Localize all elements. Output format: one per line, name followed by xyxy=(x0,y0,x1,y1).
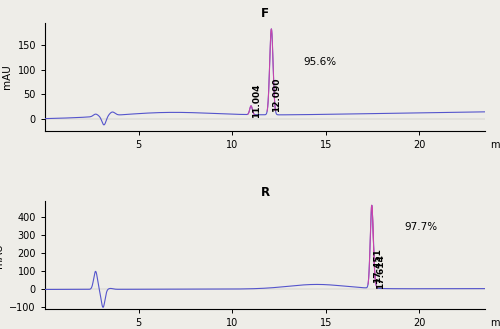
Text: min: min xyxy=(490,140,500,150)
Text: 12.090: 12.090 xyxy=(272,77,281,112)
Text: min: min xyxy=(490,318,500,328)
Text: 17.451: 17.451 xyxy=(372,248,382,283)
Text: 97.7%: 97.7% xyxy=(404,222,438,232)
Text: 95.6%: 95.6% xyxy=(304,57,336,67)
Y-axis label: mAU: mAU xyxy=(0,243,4,267)
Title: R: R xyxy=(260,186,270,199)
Text: 17.614: 17.614 xyxy=(376,254,384,289)
Title: F: F xyxy=(261,8,269,20)
Y-axis label: mAU: mAU xyxy=(2,65,12,89)
Text: 11.004: 11.004 xyxy=(252,83,261,118)
